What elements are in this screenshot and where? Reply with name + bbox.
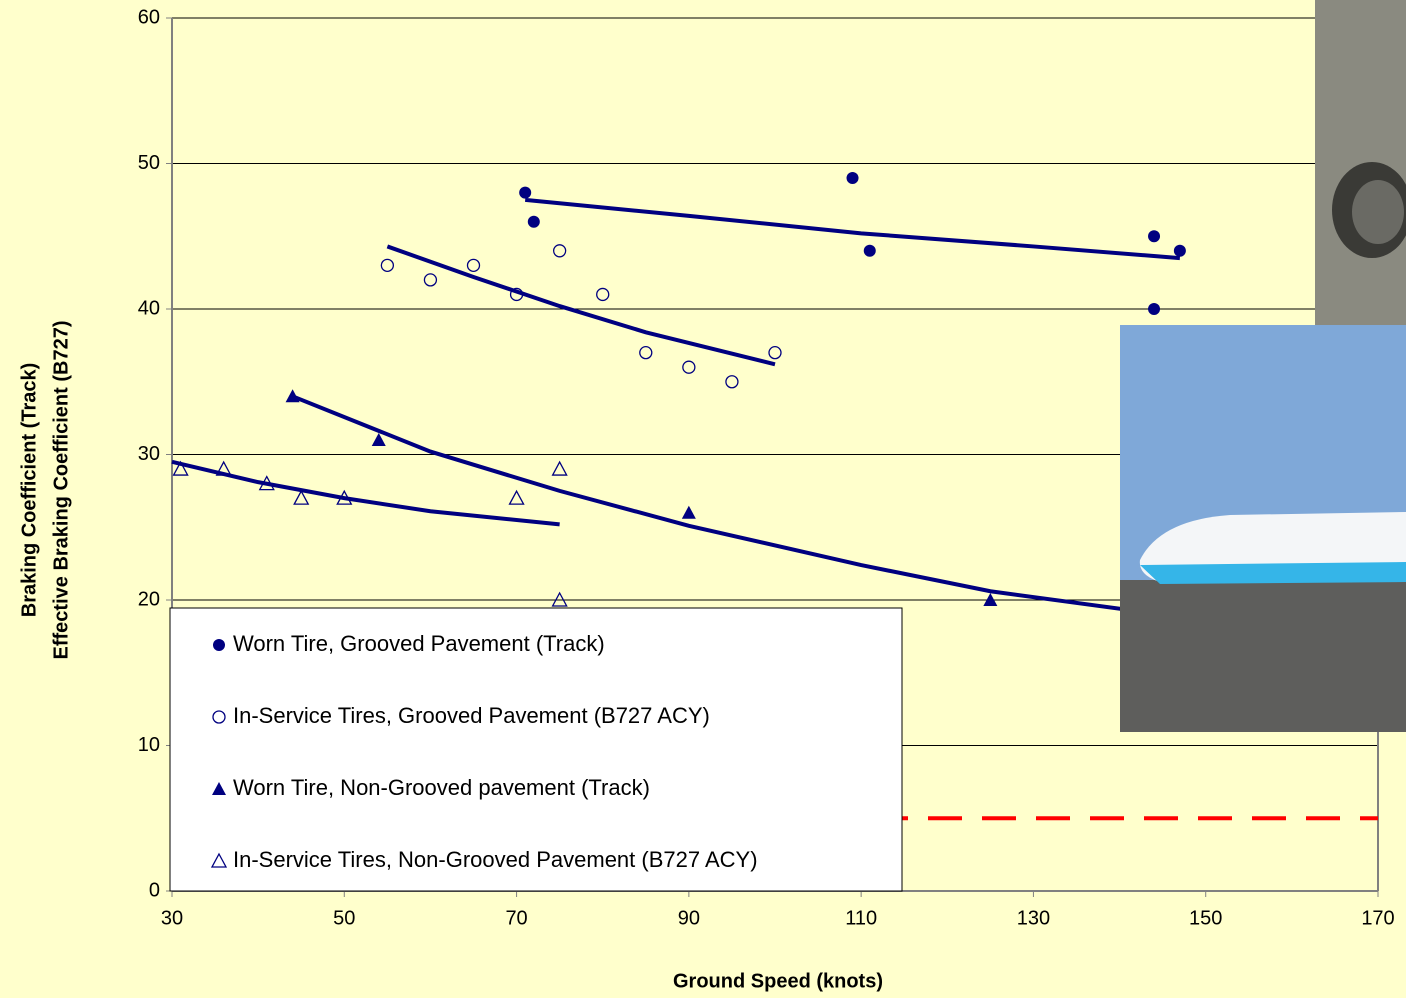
data-point xyxy=(725,375,739,389)
data-point xyxy=(551,591,568,607)
data-point xyxy=(846,172,859,185)
x-axis-label: Ground Speed (knots) xyxy=(673,970,883,992)
legend-box xyxy=(169,607,903,892)
legend-marker xyxy=(212,782,226,795)
x-tick-label: 130 xyxy=(1017,907,1050,929)
trend-line xyxy=(524,197,1181,261)
data-point xyxy=(509,287,524,302)
data-point xyxy=(768,345,782,360)
x-tick-label: 90 xyxy=(678,907,700,929)
legend-label: In-Service Tires, Non-Grooved Pavement (… xyxy=(233,847,758,872)
data-point xyxy=(1148,303,1161,315)
data-point xyxy=(380,258,395,273)
data-point xyxy=(1148,230,1161,243)
x-tick-label: 170 xyxy=(1361,907,1394,929)
photo-engine xyxy=(1315,0,1406,325)
photos xyxy=(1120,0,1406,732)
photo-runway xyxy=(1120,580,1406,732)
photo-stripe xyxy=(1140,562,1406,584)
legend-marker xyxy=(210,852,228,868)
data-point xyxy=(639,345,653,360)
legend-label: Worn Tire, Non-Grooved pavement (Track) xyxy=(233,775,650,800)
x-tick-label: 30 xyxy=(161,907,183,929)
data-point xyxy=(863,244,876,257)
data-point xyxy=(681,505,696,519)
data-point xyxy=(371,432,386,446)
y-tick-label: 10 xyxy=(138,734,160,756)
photo-engine-detail xyxy=(1352,180,1404,244)
x-tick-label: 70 xyxy=(505,907,527,929)
y-tick-label: 30 xyxy=(138,443,160,465)
x-tick-label: 50 xyxy=(333,907,355,929)
data-point xyxy=(682,360,696,374)
data-point xyxy=(596,287,610,302)
data-point xyxy=(285,389,300,403)
data-point xyxy=(172,460,189,476)
y-axis-label: Effective Braking Coefficient (B727) xyxy=(50,321,72,660)
legend-label: In-Service Tires, Grooved Pavement (B727… xyxy=(233,703,710,728)
legend: Worn Tire, Grooved Pavement (Track) In-Se… xyxy=(169,607,903,892)
trend-line xyxy=(386,244,776,367)
data-point xyxy=(293,489,310,505)
data-point xyxy=(1173,244,1186,257)
y-tick-label: 0 xyxy=(149,879,160,901)
x-tick-label: 150 xyxy=(1189,907,1222,929)
data-point xyxy=(508,489,525,505)
y-tick-label: 20 xyxy=(138,588,160,610)
data-point xyxy=(466,258,481,273)
data-point xyxy=(552,244,567,258)
y-tick-label: 50 xyxy=(138,152,160,174)
x-tick-label: 110 xyxy=(845,907,877,929)
legend-label: Worn Tire, Grooved Pavement (Track) xyxy=(233,631,605,656)
data-point xyxy=(336,489,353,505)
y-tick-label: 40 xyxy=(138,297,160,319)
data-point xyxy=(423,273,438,287)
data-point xyxy=(551,460,568,476)
data-point xyxy=(258,475,275,491)
y-tick-label: 60 xyxy=(138,6,160,28)
data-point xyxy=(215,460,232,476)
data-point xyxy=(983,593,998,606)
data-point xyxy=(527,215,540,228)
trend-line xyxy=(291,394,1163,617)
legend-marker xyxy=(212,710,226,724)
legend-marker xyxy=(213,639,225,651)
data-point xyxy=(519,186,532,199)
y-axis-label: Braking Coefficient (Track) xyxy=(18,363,40,618)
